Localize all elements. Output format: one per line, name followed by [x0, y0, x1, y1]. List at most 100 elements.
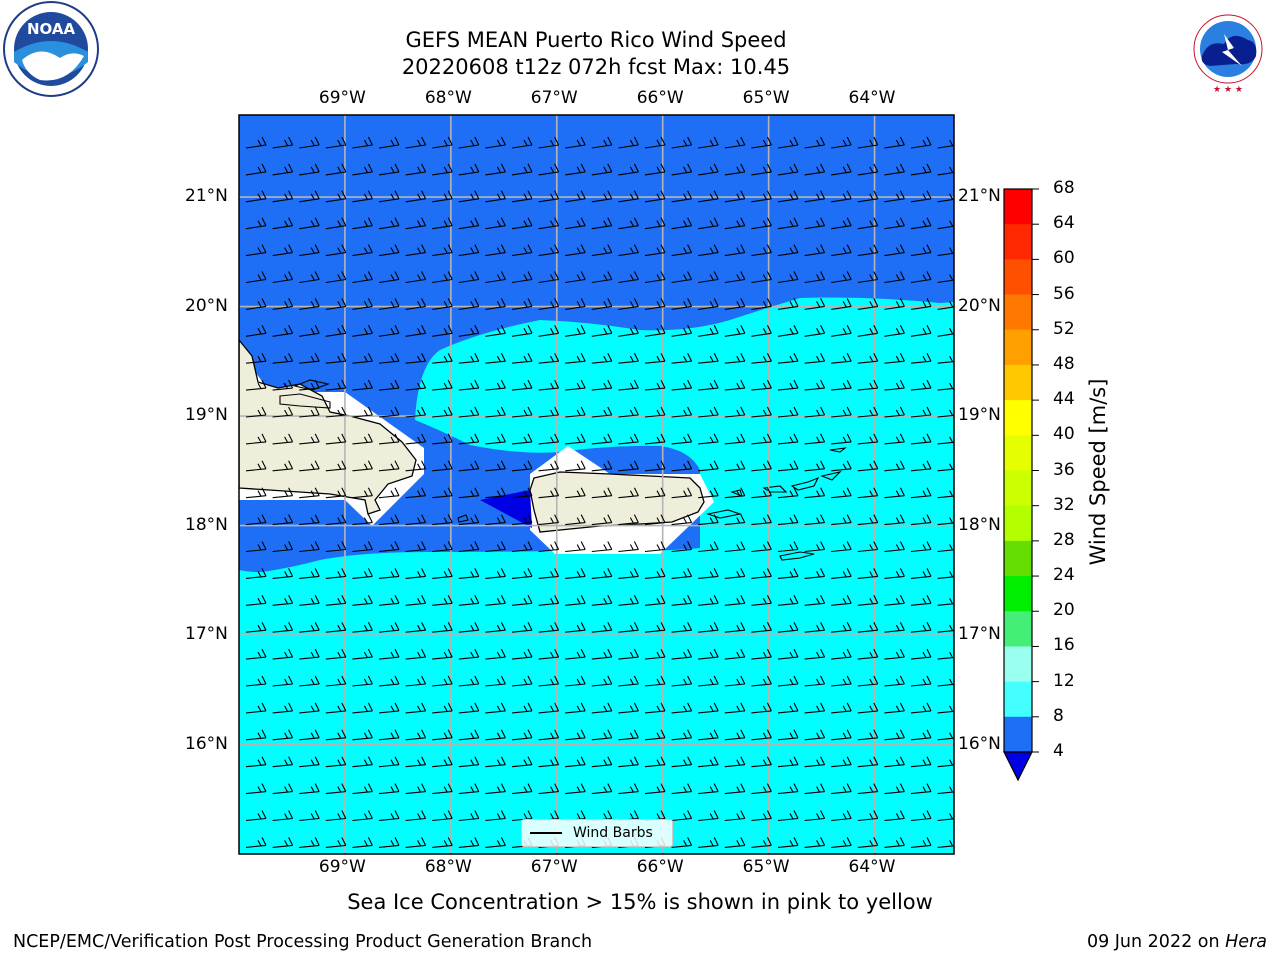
wind-barb	[910, 244, 932, 257]
wind-barb	[910, 352, 932, 364]
wind-barb	[538, 756, 560, 768]
wind-barb	[724, 487, 746, 499]
wind-barb	[937, 460, 954, 472]
wind-barb	[538, 433, 560, 445]
wind-barb	[485, 568, 506, 579]
wind-barb	[405, 298, 427, 310]
wind-barb	[352, 433, 373, 445]
wind-barb	[644, 352, 666, 364]
wind-barb	[272, 271, 294, 284]
lon-label-top: 65°W	[742, 88, 790, 108]
wind-barb	[857, 163, 879, 176]
wind-barb	[724, 433, 746, 445]
wind-barb	[644, 325, 666, 337]
wind-barb	[272, 702, 294, 714]
wind-barb	[884, 568, 905, 579]
wind-barb	[644, 514, 666, 526]
lon-label-top: 64°W	[848, 88, 896, 108]
wind-barb	[618, 298, 639, 310]
island-tortola	[790, 476, 820, 491]
wind-barb	[777, 190, 799, 203]
wind-barb	[405, 648, 427, 660]
wind-barb	[299, 460, 320, 472]
wind-barb	[618, 568, 639, 579]
wind-barb	[565, 460, 586, 472]
wind-barb	[831, 244, 852, 257]
wind-barb	[405, 352, 427, 364]
wind-barb	[857, 271, 879, 284]
wind-barb	[671, 675, 693, 687]
wind-barb	[884, 433, 905, 445]
wind-barb	[884, 271, 905, 284]
wind-barb	[644, 298, 666, 310]
wind-barb	[378, 244, 400, 257]
lat-label-left: 18°N	[185, 514, 228, 535]
wind-barb	[591, 783, 613, 795]
legend-label: Wind Barbs	[573, 825, 653, 841]
wind-barb	[272, 190, 294, 203]
wind-barb	[511, 648, 533, 660]
wind-barb	[511, 325, 533, 337]
wind-barb	[299, 406, 320, 418]
wind-barb	[804, 460, 826, 472]
wind-barb	[325, 621, 347, 633]
wind-barb	[432, 621, 453, 633]
wind-barb	[937, 648, 954, 660]
map-frame	[238, 114, 955, 855]
wind-barb	[618, 514, 639, 526]
wind-barb	[511, 244, 533, 257]
wind-barb	[432, 675, 453, 687]
wind-barb	[245, 729, 267, 741]
wind-barb	[432, 325, 453, 337]
wind-barb	[432, 406, 453, 418]
wind-barb	[644, 756, 666, 768]
wind-barb	[511, 487, 533, 499]
wind-barb	[272, 352, 294, 364]
wind-barb	[378, 298, 400, 310]
island-anegada	[829, 447, 847, 453]
wind-barb	[485, 595, 506, 606]
island-vieques	[705, 509, 743, 519]
wind-barb	[378, 514, 400, 526]
wind-barb	[511, 352, 533, 364]
wind-barb	[937, 325, 954, 337]
wind-barb	[352, 756, 373, 768]
wind-barb	[405, 568, 427, 579]
wind-barb	[299, 514, 320, 526]
wind-barb	[272, 729, 294, 741]
wind-barb	[378, 568, 400, 579]
colorbar-tick-label: 40	[1053, 424, 1075, 445]
wind-barb	[299, 783, 320, 795]
wind-barb	[777, 621, 799, 633]
wind-barb	[299, 648, 320, 660]
wind-barb	[724, 648, 746, 660]
wind-barb	[352, 325, 373, 337]
wind-barb	[405, 729, 427, 741]
wind-barb	[910, 460, 932, 472]
wind-barb	[857, 217, 879, 230]
wind-barb	[325, 675, 347, 687]
colorbar-tick-label: 60	[1053, 248, 1075, 269]
wind-barb	[405, 810, 427, 822]
wind-barb	[458, 648, 480, 660]
wind-barb	[352, 675, 373, 687]
wind-barb	[804, 406, 826, 418]
wind-barb	[644, 379, 666, 391]
wind-barb	[378, 379, 400, 391]
wind-barb	[511, 756, 533, 768]
wind-barb	[644, 487, 666, 499]
wind-barb	[831, 675, 852, 687]
wind-barb	[831, 541, 852, 553]
colorbar-tick-label: 44	[1053, 389, 1075, 410]
wind-barb	[910, 702, 932, 714]
wind-barb	[272, 379, 294, 391]
wind-barb	[671, 487, 693, 499]
wind-barb	[565, 648, 586, 660]
wind-barb	[299, 568, 320, 579]
wind-barb	[325, 190, 347, 203]
wind-barb	[751, 487, 772, 499]
wind-barb	[751, 541, 772, 553]
lat-label-right: 19°N	[958, 405, 1001, 426]
wind-barb	[272, 621, 294, 633]
wind-barb	[432, 163, 453, 176]
